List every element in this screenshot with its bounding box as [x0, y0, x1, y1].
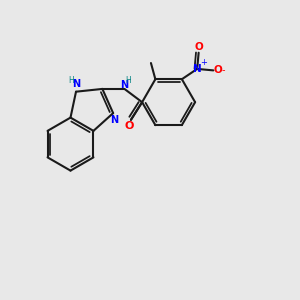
Text: H: H [126, 76, 131, 85]
Text: +: + [200, 58, 207, 67]
Text: O: O [213, 65, 222, 75]
Text: N: N [120, 80, 128, 89]
Text: N: N [72, 79, 80, 89]
Text: O: O [125, 121, 134, 131]
Text: H: H [68, 76, 74, 85]
Text: N: N [193, 64, 202, 74]
Text: -: - [221, 65, 224, 75]
Text: O: O [194, 42, 203, 52]
Text: N: N [110, 115, 118, 125]
